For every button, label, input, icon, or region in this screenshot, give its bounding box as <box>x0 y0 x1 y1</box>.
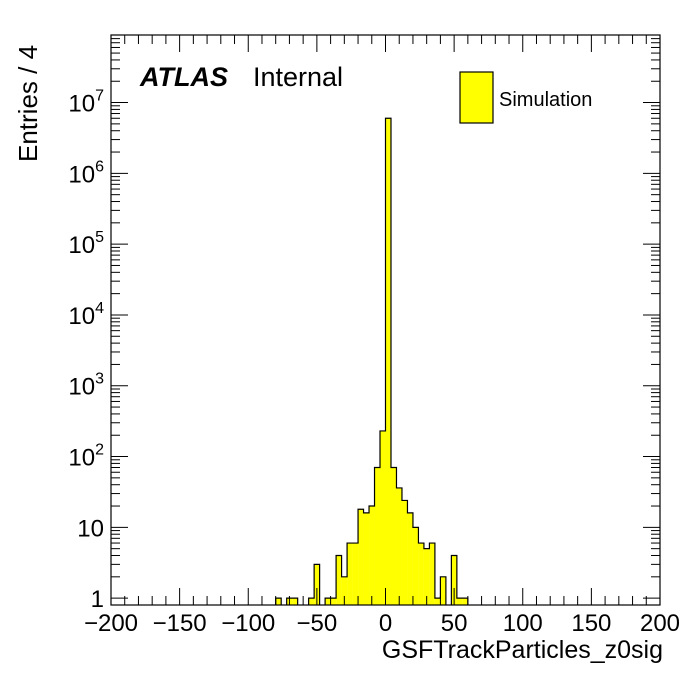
histogram-bar <box>429 543 435 605</box>
y-tick-label-exponent: 4 <box>95 300 104 317</box>
y-tick-label-exponent: 5 <box>95 229 104 246</box>
y-tick-label-base: 10 <box>68 161 95 188</box>
x-axis-label: GSFTrackParticles_z0sig <box>382 636 663 664</box>
histogram-bar <box>330 598 337 605</box>
y-tick-label-base: 10 <box>68 91 95 118</box>
x-tick-label: −50 <box>297 610 338 637</box>
x-tick-label: 150 <box>571 610 611 637</box>
histogram-bar <box>347 543 353 605</box>
atlas-label: ATLAS <box>139 62 228 92</box>
histogram-bar <box>440 576 446 605</box>
histogram-bar <box>369 506 375 605</box>
histogram-bar <box>275 598 282 605</box>
y-tick-label: 105 <box>68 229 104 259</box>
histogram-bar <box>341 576 348 605</box>
bars-layer <box>275 117 469 606</box>
histogram-outline <box>275 117 469 605</box>
x-tick-label: 50 <box>441 610 468 637</box>
y-tick-label-base: 10 <box>68 374 95 401</box>
y-tick-label-base: 10 <box>68 303 95 330</box>
legend-swatch <box>459 71 494 124</box>
legend-label: Simulation <box>499 89 592 111</box>
histogram-bar <box>336 555 342 605</box>
y-tick-label-exponent: 6 <box>95 158 104 175</box>
y-axis-label: Entries / 4 <box>13 45 43 162</box>
histogram-bar <box>352 543 359 605</box>
y-tick-label: 106 <box>68 158 104 188</box>
legend: Simulation <box>459 71 592 124</box>
y-tick-label-exponent: 3 <box>95 371 104 388</box>
y-tick-label: 103 <box>68 371 104 401</box>
ticks-layer <box>110 34 661 605</box>
histogram-bar <box>390 467 397 605</box>
x-tick-label: −200 <box>84 610 138 637</box>
histogram-bar <box>358 509 364 605</box>
histogram-bar <box>418 543 424 605</box>
histogram-bar <box>451 555 457 605</box>
histogram-bar <box>292 598 298 605</box>
histogram-bar <box>385 118 391 606</box>
histogram-bar <box>412 527 419 605</box>
histogram-bar <box>396 487 402 605</box>
histogram-bar <box>407 512 413 605</box>
histogram-bar <box>434 598 441 605</box>
x-tick-labels: −200 −150 −100 −50 0 50 100 150 200 <box>84 610 680 637</box>
y-tick-label: 104 <box>68 300 104 330</box>
y-tick-label: 102 <box>68 442 104 472</box>
y-tick-label: 10 <box>77 515 104 542</box>
histogram-bar <box>401 500 408 605</box>
y-tick-label-base: 10 <box>68 445 95 472</box>
histogram-bar <box>363 512 370 605</box>
y-tick-label: 107 <box>68 88 104 118</box>
y-tick-label: 1 <box>91 586 104 613</box>
x-tick-label: 0 <box>379 610 392 637</box>
x-tick-label: −150 <box>153 610 207 637</box>
y-tick-label-base: 1 <box>91 586 104 613</box>
y-tick-label-exponent: 7 <box>95 88 104 105</box>
y-tick-label-exponent: 2 <box>95 442 104 459</box>
histogram-bar <box>325 598 331 605</box>
histogram-bar <box>374 467 381 605</box>
y-tick-label-base: 10 <box>77 515 104 542</box>
x-tick-label: 100 <box>503 610 543 637</box>
x-tick-label: −100 <box>221 610 275 637</box>
atlas-status-label: Internal <box>253 62 343 92</box>
histogram-bar <box>462 598 468 605</box>
histogram-bar <box>308 598 315 605</box>
histogram-bar <box>380 430 386 605</box>
histogram-bar <box>423 548 430 605</box>
y-tick-label-base: 10 <box>68 232 95 259</box>
x-tick-label: 200 <box>640 610 680 637</box>
histogram-bar <box>314 564 320 605</box>
histogram-bar <box>456 598 463 605</box>
